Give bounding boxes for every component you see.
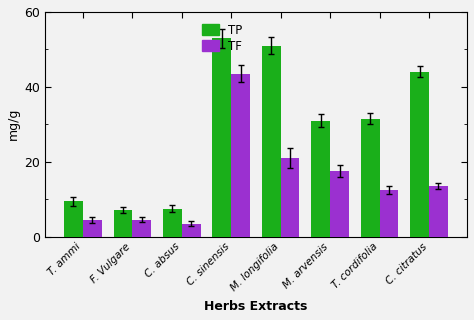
Legend: TP, TF: TP, TF <box>199 20 246 56</box>
Bar <box>262 46 281 236</box>
Bar <box>410 72 429 236</box>
Bar <box>380 190 399 236</box>
Bar <box>429 186 448 236</box>
Bar <box>64 201 83 236</box>
Bar <box>163 209 182 236</box>
Bar <box>330 171 349 236</box>
Bar <box>212 38 231 236</box>
Bar <box>361 119 380 236</box>
Bar <box>281 158 300 236</box>
X-axis label: Herbs Extracts: Herbs Extracts <box>204 300 308 313</box>
Bar <box>231 74 250 236</box>
Bar <box>311 121 330 236</box>
Bar <box>182 224 201 236</box>
Bar <box>113 211 132 236</box>
Y-axis label: mg/g: mg/g <box>7 108 20 140</box>
Bar <box>83 220 101 236</box>
Bar <box>132 220 151 236</box>
